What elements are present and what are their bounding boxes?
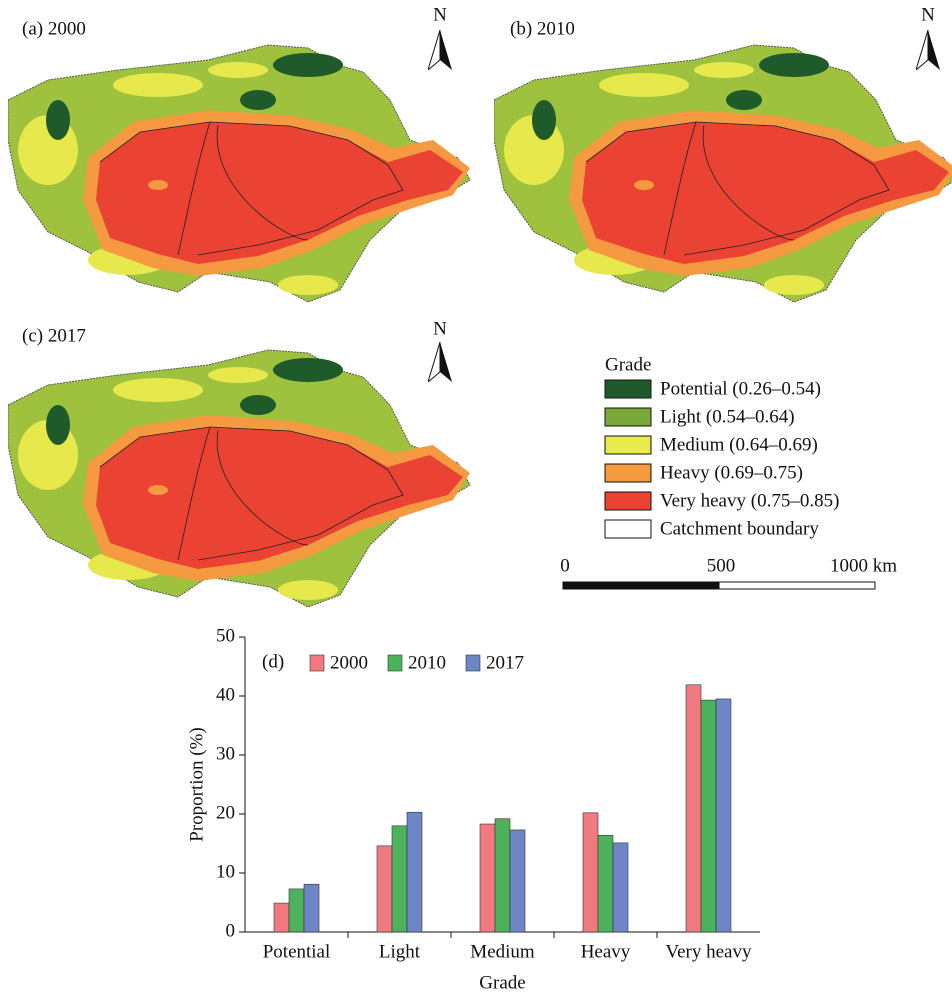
legend-label: Potential (0.26–0.54) <box>660 378 821 399</box>
x-tick-label: Heavy <box>581 941 631 962</box>
x-tick-label: Medium <box>470 941 535 962</box>
bar <box>288 888 305 933</box>
north-label: N <box>433 4 447 25</box>
y-tick-label: 0 <box>226 920 236 941</box>
bar <box>303 883 320 933</box>
scale-label: 1000 km <box>830 555 897 576</box>
legend-swatch <box>604 491 652 511</box>
scale-segment <box>562 581 720 590</box>
legend-swatch <box>465 654 481 672</box>
bar <box>376 845 393 933</box>
bar <box>715 698 732 933</box>
legend-swatch <box>604 519 652 539</box>
bar <box>406 811 423 933</box>
bar <box>479 823 496 933</box>
bar <box>509 829 526 933</box>
x-tick-label: Potential <box>263 941 331 962</box>
x-tick-label: Light <box>379 941 421 962</box>
scale-label: 500 <box>707 555 736 576</box>
map-label: (b) 2010 <box>510 18 575 39</box>
legend-swatch <box>604 435 652 455</box>
panel-label: (d) <box>262 651 284 672</box>
bar <box>494 818 511 933</box>
legend-label: 2010 <box>408 652 446 673</box>
map-label: (c) 2017 <box>22 325 86 346</box>
map <box>8 350 470 607</box>
north-label: N <box>433 318 447 339</box>
legend-swatch <box>604 463 652 483</box>
bar <box>273 902 290 933</box>
legend-title: Grade <box>605 354 651 375</box>
y-tick-label: 40 <box>216 684 235 705</box>
legend-label: Heavy (0.69–0.75) <box>660 462 803 483</box>
bar <box>582 812 599 933</box>
legend-label: 2017 <box>486 652 524 673</box>
scale-segment <box>718 581 876 590</box>
map <box>494 45 952 302</box>
scale-label: 0 <box>560 555 570 576</box>
north-arrow <box>428 342 452 382</box>
legend-label: Medium (0.64–0.69) <box>660 434 818 455</box>
y-tick-label: 50 <box>216 625 235 646</box>
bar <box>612 842 629 933</box>
north-arrow <box>428 30 452 70</box>
bar <box>391 825 408 933</box>
map-label: (a) 2000 <box>22 18 86 39</box>
map <box>8 45 470 302</box>
x-axis-title: Grade <box>479 972 525 993</box>
legend-label: Light (0.54–0.64) <box>660 406 795 427</box>
legend-swatch <box>604 379 652 399</box>
y-tick-label: 30 <box>216 743 235 764</box>
legend-swatch <box>387 654 403 672</box>
north-arrow <box>916 30 940 70</box>
y-tick-label: 20 <box>216 802 235 823</box>
x-tick-label: Very heavy <box>666 941 752 962</box>
y-axis-title: Proportion (%) <box>186 727 207 842</box>
bar <box>685 684 702 933</box>
legend-label: Very heavy (0.75–0.85) <box>660 490 839 511</box>
bar <box>597 834 614 933</box>
legend-label: Catchment boundary <box>660 518 819 539</box>
legend-swatch <box>604 407 652 427</box>
y-tick-label: 10 <box>216 861 235 882</box>
legend-swatch <box>309 654 325 672</box>
legend-label: 2000 <box>330 652 368 673</box>
bar <box>700 699 717 933</box>
north-label: N <box>921 4 935 25</box>
